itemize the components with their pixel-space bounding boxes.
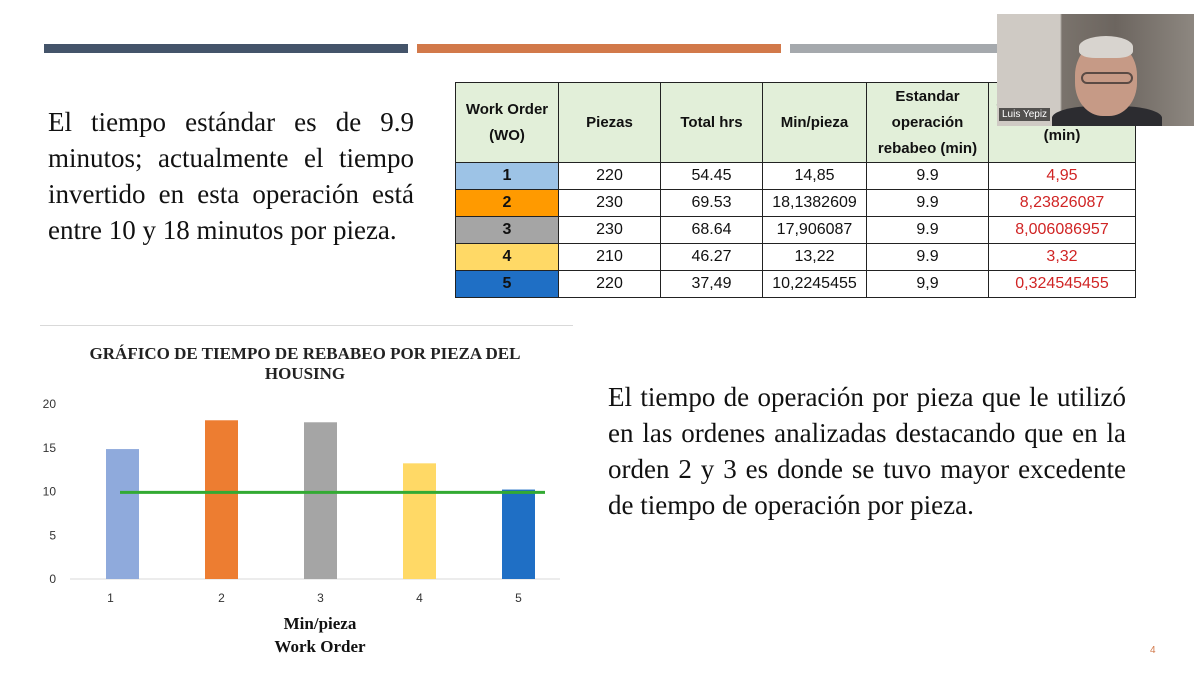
cell-excedente: 4,95 xyxy=(988,162,1136,190)
slide-number: 4 xyxy=(1150,645,1156,656)
x-tick-label: 3 xyxy=(317,591,324,605)
cell-total-hrs: 69.53 xyxy=(660,189,763,217)
table-header-row: Work Order (WO) Piezas Total hrs Min/pie… xyxy=(455,82,1136,163)
bar-wo-5 xyxy=(502,489,535,579)
y-tick-label: 0 xyxy=(49,572,56,586)
header-estandar: Estandar operación rebabeo (min) xyxy=(866,82,989,163)
paragraph-standard-time: El tiempo estándar es de 9.9 minutos; ac… xyxy=(48,107,414,245)
cell-total-hrs: 46.27 xyxy=(660,243,763,271)
bar-wo-1 xyxy=(106,449,139,579)
table-row: 1 220 54.45 14,85 9.9 4,95 xyxy=(455,162,1136,190)
work-order-table: Work Order (WO) Piezas Total hrs Min/pie… xyxy=(455,82,1136,298)
chart-title: GRÁFICO DE TIEMPO DE REBABEO POR PIEZA D… xyxy=(89,344,521,383)
presenter-hair xyxy=(1079,36,1133,58)
header-piezas: Piezas xyxy=(558,82,661,163)
x-tick-label: 2 xyxy=(218,591,225,605)
presenter-glasses xyxy=(1081,72,1133,84)
cell-estandar: 9,9 xyxy=(866,270,989,298)
cell-min-pieza: 13,22 xyxy=(762,243,867,271)
x-tick-label: 5 xyxy=(515,591,522,605)
chart-xlabel-work-order: Work Order xyxy=(274,637,366,656)
cell-min-pieza: 14,85 xyxy=(762,162,867,190)
y-tick-label: 15 xyxy=(43,441,57,455)
cell-min-pieza: 10,2245455 xyxy=(762,270,867,298)
header-min-pieza: Min/pieza xyxy=(762,82,867,163)
cell-excedente: 3,32 xyxy=(988,243,1136,271)
presenter-body xyxy=(1052,106,1162,126)
x-tick-label: 1 xyxy=(107,591,114,605)
table-row: 3 230 68.64 17,906087 9.9 8,006086957 xyxy=(455,216,1136,244)
cell-wo: 1 xyxy=(455,162,559,190)
accent-bar-gray xyxy=(790,44,1010,53)
paragraph-analysis: El tiempo de operación por pieza que le … xyxy=(608,382,1126,520)
header-work-order: Work Order (WO) xyxy=(455,82,559,163)
cell-wo: 2 xyxy=(455,189,559,217)
accent-bar-dark xyxy=(44,44,408,53)
cell-wo: 5 xyxy=(455,270,559,298)
y-tick-label: 5 xyxy=(49,528,56,542)
bar-wo-4 xyxy=(403,463,436,579)
cell-wo-text: 5 xyxy=(502,275,512,292)
cell-excedente: 0,324545455 xyxy=(988,270,1136,298)
bar-wo-3 xyxy=(304,422,337,579)
x-tick-label: 4 xyxy=(416,591,423,605)
cell-excedente: 8,23826087 xyxy=(988,189,1136,217)
webcam-name-label: Luis Yepiz xyxy=(999,108,1051,121)
chart-top-rule xyxy=(40,325,573,326)
cell-piezas: 230 xyxy=(558,216,661,244)
cell-excedente: 8,006086957 xyxy=(988,216,1136,244)
header-total-hrs: Total hrs xyxy=(660,82,763,163)
accent-bar-orange xyxy=(417,44,781,53)
cell-wo: 3 xyxy=(455,216,559,244)
table-row: 5 220 37,49 10,2245455 9,9 0,324545455 xyxy=(455,270,1136,298)
webcam-video[interactable]: Luis Yepiz xyxy=(997,14,1194,126)
y-tick-label: 20 xyxy=(43,397,57,411)
bar-wo-2 xyxy=(205,420,238,579)
y-tick-label: 10 xyxy=(43,485,57,499)
chart-xlabel: Min/pieza xyxy=(283,614,357,633)
cell-total-hrs: 37,49 xyxy=(660,270,763,298)
